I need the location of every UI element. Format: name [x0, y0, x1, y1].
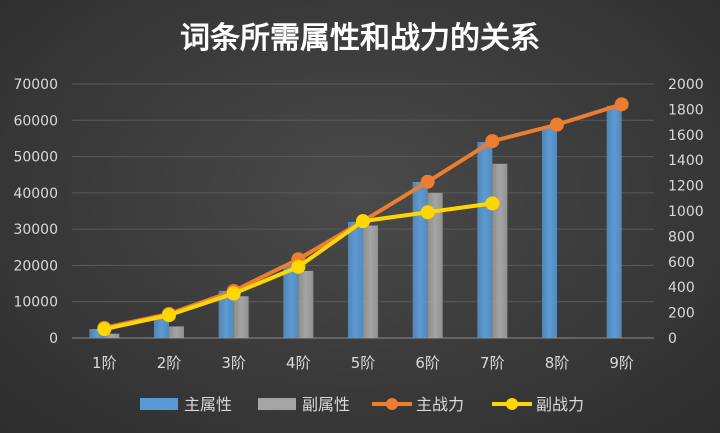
bar-副属性-1阶 — [104, 333, 120, 338]
x-tick-label: 6阶 — [415, 354, 440, 372]
bar-副属性-3阶 — [233, 296, 249, 338]
point-副战力-3阶 — [226, 286, 241, 301]
x-tick-label: 2阶 — [157, 354, 182, 372]
y-right-tick-label: 0 — [668, 331, 677, 347]
y-left-tick-label: 20000 — [13, 258, 58, 274]
x-tick-label: 3阶 — [221, 354, 246, 372]
point-副战力-6阶 — [420, 205, 435, 220]
y-left-tick-label: 10000 — [13, 295, 58, 311]
point-副战力-4阶 — [291, 259, 306, 274]
y-right-tick-label: 1000 — [668, 204, 704, 220]
legend: 主属性 副属性 主战力 副战力 — [140, 395, 584, 414]
legend-swatch — [140, 398, 178, 410]
bar-主属性-2阶 — [154, 318, 169, 338]
bar-主属性-7阶 — [477, 142, 493, 338]
y-right-tick-label: 800 — [668, 229, 695, 245]
y-axis-left: 0 10000 20000 30000 40000 50000 60000 70000 — [13, 77, 58, 347]
y-left-tick-label: 0 — [49, 331, 58, 347]
legend-label: 主属性 — [184, 395, 232, 414]
legend-label: 副战力 — [536, 395, 584, 414]
bar-主属性-5阶 — [348, 221, 363, 338]
y-right-tick-label: 1600 — [668, 128, 704, 144]
x-tick-label: 8阶 — [545, 354, 570, 372]
point-主战力-6阶 — [420, 174, 435, 189]
y-left-tick-label: 30000 — [13, 222, 58, 238]
bar-主属性-3阶 — [218, 290, 234, 338]
bar-主属性-1阶 — [89, 328, 105, 338]
point-主战力-8阶 — [550, 117, 564, 132]
line-series — [97, 97, 629, 337]
y-right-tick-label: 1200 — [668, 179, 704, 195]
x-tick-label: 9阶 — [609, 354, 634, 372]
chart-title: 词条所需属性和战力的关系 — [180, 21, 540, 56]
legend-swatch-marker — [506, 398, 518, 410]
point-副战力-7阶 — [485, 196, 500, 211]
y-left-tick-label: 60000 — [13, 113, 58, 129]
bar-主属性-6阶 — [412, 181, 428, 338]
legend-label: 主战力 — [416, 395, 464, 414]
bar-副属性-4阶 — [298, 270, 314, 338]
y-right-tick-label: 200 — [668, 306, 695, 322]
x-tick-label: 7阶 — [480, 354, 505, 372]
y-left-tick-label: 40000 — [13, 186, 58, 202]
bar-主属性-9阶 — [606, 105, 622, 339]
legend-swatch-marker — [386, 398, 398, 410]
bar-副属性-2阶 — [169, 326, 184, 338]
bar-主属性-8阶 — [542, 127, 557, 339]
y-right-tick-label: 400 — [668, 280, 695, 296]
bar-series — [89, 105, 622, 339]
x-tick-label: 1阶 — [92, 354, 117, 372]
y-right-tick-label: 1400 — [668, 153, 704, 169]
y-left-tick-label: 70000 — [13, 77, 58, 93]
bar-主属性-4阶 — [283, 265, 299, 338]
point-副战力-2阶 — [162, 308, 176, 323]
legend-swatch — [258, 398, 296, 410]
bar-副属性-7阶 — [492, 163, 508, 338]
bar-副属性-5阶 — [363, 225, 378, 338]
point-主战力-9阶 — [614, 97, 629, 112]
x-axis: 1阶 2阶 3阶 4阶 5阶 6阶 7阶 8阶 9阶 — [92, 354, 634, 372]
x-tick-label: 4阶 — [286, 354, 311, 372]
y-right-tick-label: 600 — [668, 255, 695, 271]
legend-label: 副属性 — [302, 395, 350, 414]
y-axis-right: 0 200 400 600 800 1000 1200 1400 1600 1800 2000 — [668, 77, 704, 347]
y-right-tick-label: 1800 — [668, 102, 704, 118]
point-主战力-7阶 — [485, 134, 500, 149]
bar-副属性-6阶 — [427, 192, 443, 338]
y-left-tick-label: 50000 — [13, 150, 58, 166]
point-副战力-1阶 — [97, 322, 112, 337]
point-副战力-5阶 — [356, 214, 370, 229]
y-right-tick-label: 2000 — [668, 77, 704, 93]
x-tick-label: 5阶 — [351, 354, 376, 372]
